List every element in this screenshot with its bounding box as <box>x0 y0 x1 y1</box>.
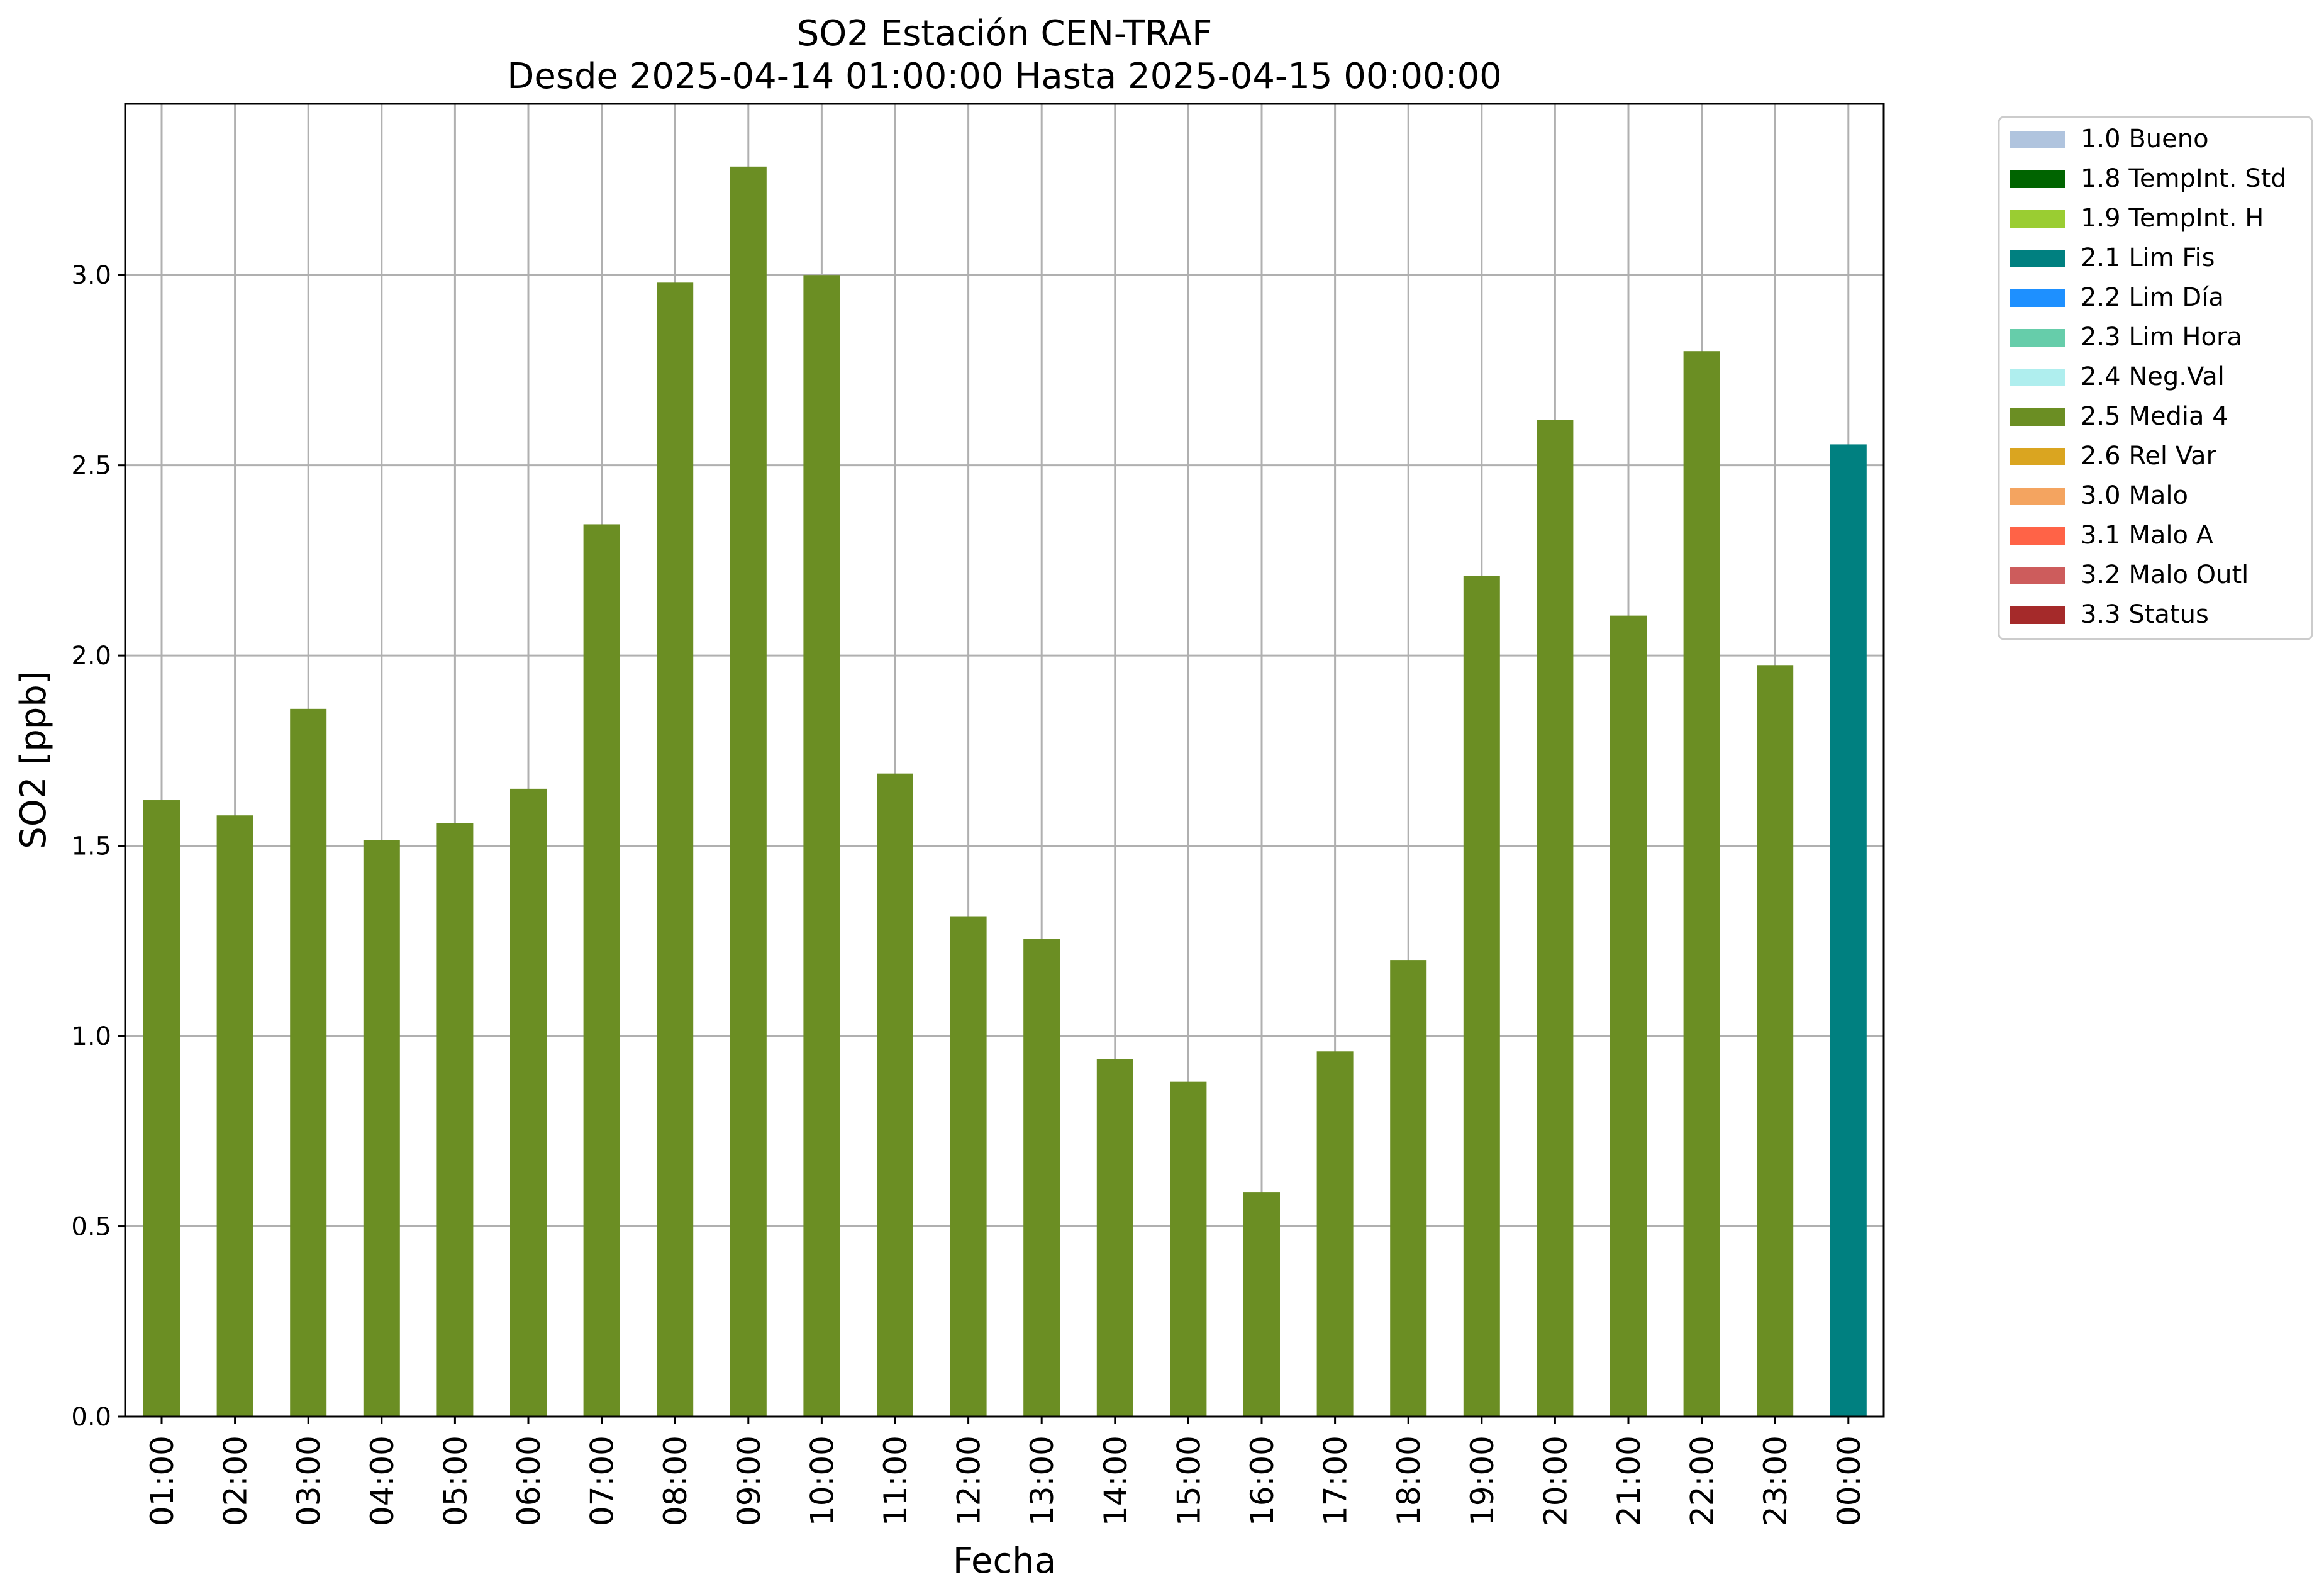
bar-0600 <box>510 788 547 1417</box>
legend-label: 3.1 Malo A <box>2081 521 2214 550</box>
y-axis-label: SO2 [ppb] <box>13 671 54 849</box>
bar-1800 <box>1390 960 1427 1417</box>
x-tick-label: 17:00 <box>1318 1435 1354 1526</box>
legend-swatch <box>2010 250 2065 267</box>
legend-label: 2.1 Lim Fis <box>2081 243 2215 272</box>
bar-0100 <box>143 800 180 1417</box>
y-tick-label: 2.5 <box>71 452 111 481</box>
legend-label: 1.0 Bueno <box>2081 125 2209 153</box>
y-tick-label: 1.0 <box>71 1022 111 1051</box>
bar-2000 <box>1537 420 1574 1417</box>
legend-swatch <box>2010 527 2065 545</box>
legend-swatch <box>2010 170 2065 188</box>
legend-swatch <box>2010 567 2065 584</box>
y-tick-label: 2.0 <box>71 642 111 671</box>
x-tick-label: 14:00 <box>1098 1435 1134 1526</box>
bar-0900 <box>730 166 767 1417</box>
y-tick-label: 1.5 <box>71 832 111 861</box>
legend-label: 2.6 Rel Var <box>2081 442 2217 471</box>
y-tick-label: 0.0 <box>71 1403 111 1432</box>
x-tick-label: 23:00 <box>1757 1435 1794 1526</box>
x-tick-label: 15:00 <box>1170 1435 1207 1526</box>
bar-0200 <box>216 815 253 1417</box>
x-tick-label: 20:00 <box>1537 1435 1574 1526</box>
plot-area-frame <box>124 103 1885 1418</box>
bar-1500 <box>1170 1081 1207 1417</box>
x-tick-label: 10:00 <box>804 1435 840 1526</box>
y-tick-label: 0.5 <box>71 1213 111 1242</box>
legend-label: 3.3 Status <box>2081 600 2209 629</box>
bar-0700 <box>583 524 620 1417</box>
y-tick-label: 3.0 <box>71 261 111 290</box>
bar-1400 <box>1096 1059 1133 1417</box>
legend-swatch <box>2010 606 2065 624</box>
x-tick-label: 19:00 <box>1464 1435 1501 1526</box>
legend-swatch <box>2010 210 2065 228</box>
legend-box <box>1998 116 2313 640</box>
bar-0400 <box>363 840 400 1417</box>
bar-1600 <box>1243 1192 1280 1417</box>
bar-1100 <box>877 773 913 1417</box>
x-tick-label: 12:00 <box>951 1435 987 1526</box>
x-tick-label: 11:00 <box>877 1435 914 1526</box>
legend-swatch <box>2010 131 2065 148</box>
legend-label: 3.0 Malo <box>2081 481 2188 510</box>
legend-swatch <box>2010 408 2065 426</box>
legend-swatch <box>2010 329 2065 347</box>
x-tick-label: 07:00 <box>584 1435 621 1526</box>
legend-label: 1.8 TempInt. Std <box>2081 164 2287 193</box>
x-tick-label: 08:00 <box>657 1435 694 1526</box>
bar-0300 <box>290 708 327 1417</box>
bar-2300 <box>1757 665 1794 1417</box>
x-tick-label: 02:00 <box>218 1435 254 1526</box>
bar-0500 <box>436 823 474 1417</box>
y-axis-ticks: 0.0 0.5 1.0 1.5 2.0 2.5 3.0 <box>71 261 125 1432</box>
x-tick-label: 00:00 <box>1831 1435 1867 1526</box>
bar-0000 <box>1830 444 1867 1417</box>
bar-1300 <box>1023 939 1060 1417</box>
bar-1200 <box>950 916 987 1417</box>
x-axis-ticks: 01:00 02:00 03:00 04:00 05:00 06:00 07:00 08:00… <box>144 1417 1867 1526</box>
legend-swatch <box>2010 289 2065 307</box>
chart-subtitle: Desde 2025-04-14 01:00:00 Hasta 2025-04-… <box>507 56 1502 97</box>
bars <box>143 166 1867 1417</box>
chart-title: SO2 Estación CEN-TRAF <box>797 13 1213 54</box>
x-tick-label: 18:00 <box>1391 1435 1427 1526</box>
x-tick-label: 04:00 <box>364 1435 401 1526</box>
bar-1700 <box>1316 1051 1354 1417</box>
legend-label: 1.9 TempInt. H <box>2081 204 2264 233</box>
bar-1900 <box>1463 576 1500 1417</box>
x-tick-label: 03:00 <box>291 1435 327 1526</box>
x-tick-label: 05:00 <box>437 1435 474 1526</box>
legend-swatch <box>2010 488 2065 505</box>
bar-2100 <box>1610 615 1647 1417</box>
bar-1000 <box>803 275 840 1417</box>
x-tick-label: 09:00 <box>731 1435 767 1526</box>
legend-label: 2.4 Neg.Val <box>2081 362 2225 391</box>
legend-swatch <box>2010 369 2065 386</box>
x-tick-label: 21:00 <box>1611 1435 1647 1526</box>
legend-label: 3.2 Malo Outl <box>2081 560 2249 589</box>
legend-label: 2.3 Lim Hora <box>2081 323 2242 352</box>
bar-2200 <box>1683 351 1720 1417</box>
bar-0800 <box>657 282 694 1417</box>
x-tick-label: 01:00 <box>144 1435 181 1526</box>
legend-label: 2.5 Media 4 <box>2081 402 2228 431</box>
x-tick-label: 06:00 <box>511 1435 547 1526</box>
legend: 1.0 Bueno 1.8 TempInt. Std 1.9 TempInt. H 2… <box>1998 116 2313 640</box>
x-tick-label: 16:00 <box>1244 1435 1281 1526</box>
x-tick-label: 22:00 <box>1684 1435 1721 1526</box>
x-tick-label: 13:00 <box>1024 1435 1060 1526</box>
x-axis-label: Fecha <box>953 1541 1056 1581</box>
legend-swatch <box>2010 448 2065 465</box>
legend-label: 2.2 Lim Día <box>2081 283 2224 312</box>
